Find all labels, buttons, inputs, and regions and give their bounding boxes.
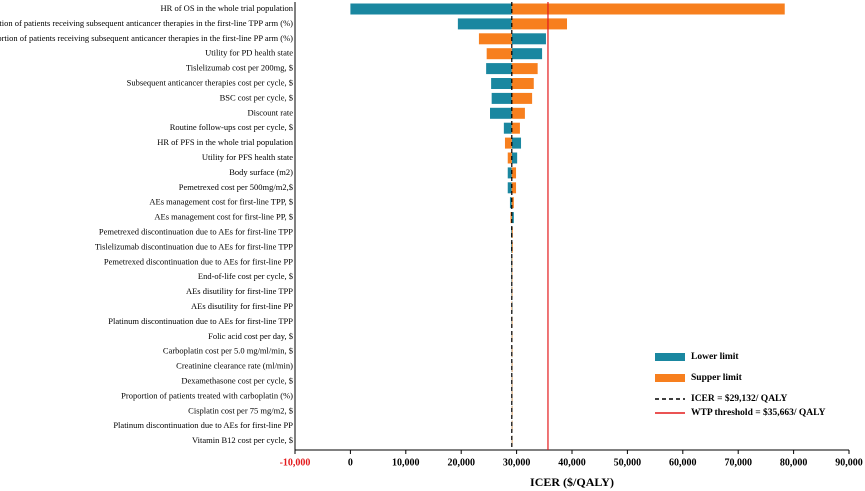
bar <box>511 107 525 119</box>
bar <box>507 167 512 179</box>
category-label: Body surface (m2) <box>229 167 293 177</box>
category-label: Carboplatin cost per 5.0 mg/ml/min, $ <box>163 346 293 356</box>
legend-label: Lower limit <box>691 352 739 362</box>
x-tick-label: 70,000 <box>724 457 752 468</box>
category-label: Dexamethasone cost per cycle, $ <box>181 375 293 385</box>
x-tick-label: 80,000 <box>780 457 808 468</box>
bar <box>511 137 522 149</box>
category-label: Creatinine clearance rate (ml/min) <box>176 361 293 371</box>
bar <box>350 3 512 15</box>
category-label: Platinum discontinuation due to AEs for … <box>113 420 293 430</box>
bar <box>491 78 512 89</box>
x-tick-label: 10,000 <box>392 457 420 468</box>
bar <box>504 137 512 149</box>
category-label: Utility for PD health state <box>205 48 293 58</box>
bar <box>511 212 514 224</box>
bar <box>507 182 512 194</box>
bar <box>511 63 538 75</box>
bar <box>511 167 517 179</box>
legend-swatch <box>655 353 685 361</box>
category-label: AEs management cost for first-line PP, $ <box>154 212 293 222</box>
bar <box>511 435 513 447</box>
bar <box>511 78 534 89</box>
bar <box>511 92 533 104</box>
category-label: End-of-life cost per cycle, $ <box>198 271 293 281</box>
category-label: BSC cost per cycle, $ <box>220 92 293 102</box>
bar <box>510 212 512 224</box>
category-label: Pemetrexed cost per 500mg/m2,$ <box>179 182 293 192</box>
bar <box>503 122 512 134</box>
bar <box>511 227 512 238</box>
category-label: HR of OS in the whole trial population <box>161 3 294 13</box>
category-label: Cisplatin cost per 75 mg/m2, $ <box>188 405 293 415</box>
bar <box>511 182 517 194</box>
bar <box>490 107 512 119</box>
bar <box>511 48 543 60</box>
bar <box>511 33 546 45</box>
bar <box>511 346 513 358</box>
legend-label: WTP threshold = $35,663/ QALY <box>691 407 826 418</box>
bar <box>507 152 512 164</box>
bar <box>478 33 512 45</box>
category-label: Vitamin B12 cost per cycle, $ <box>192 435 293 445</box>
bar <box>511 18 568 30</box>
x-tick-label: -10,000 <box>280 457 311 468</box>
category-label: Proportion of patients receiving subsequ… <box>0 18 293 28</box>
category-label: Platinum discontinuation due to AEs for … <box>108 316 293 326</box>
bar <box>486 48 512 60</box>
bar <box>491 92 512 104</box>
bar <box>511 122 520 134</box>
category-label: HR of PFS in the whole trial population <box>157 137 294 147</box>
bar <box>511 227 513 238</box>
category-label: Pemetrexed discontinuation due to AEs fo… <box>99 226 293 236</box>
bar <box>509 197 512 209</box>
category-label: Routine follow-ups cost per cycle, $ <box>170 122 293 132</box>
category-label: AEs disutility for first-line PP <box>191 301 293 311</box>
x-tick-label: 20,000 <box>447 457 475 468</box>
x-tick-label: 60,000 <box>669 457 697 468</box>
x-tick-label: 0 <box>348 457 353 468</box>
x-axis-label: ICER ($/QALY) <box>530 475 614 489</box>
category-label: AEs management cost for first-line TPP, … <box>149 197 293 207</box>
category-label: Folic acid cost per day, $ <box>208 331 293 341</box>
bar <box>511 420 513 432</box>
bar <box>486 63 512 75</box>
x-tick-label: 90,000 <box>835 457 863 468</box>
category-label: Pemetrexed discontinuation due to AEs fo… <box>104 256 293 266</box>
category-label: Subsequent anticancer therapies cost per… <box>127 77 293 87</box>
category-label: Proportion of patients treated with carb… <box>121 390 293 400</box>
legend-label: ICER = $29,132/ QALY <box>691 393 788 404</box>
category-label: AEs disutility for first-line TPP <box>186 286 293 296</box>
category-label: Proportion of patients receiving subsequ… <box>0 33 293 43</box>
bar <box>457 18 512 30</box>
bar <box>511 197 514 209</box>
x-tick-label: 50,000 <box>614 457 642 468</box>
bar <box>511 3 785 15</box>
bar <box>511 152 518 164</box>
category-label: Utility for PFS health state <box>202 152 293 162</box>
legend-swatch <box>655 374 685 382</box>
category-label: Discount rate <box>247 107 293 117</box>
category-label: Tislelizumab cost per 200mg, $ <box>186 63 293 73</box>
bar <box>511 331 513 343</box>
x-tick-label: 30,000 <box>503 457 531 468</box>
x-tick-label: 40,000 <box>558 457 586 468</box>
bar <box>511 316 513 328</box>
legend-label: Supper limit <box>691 373 743 383</box>
category-label: Tislelizumab discontinuation due to AEs … <box>95 241 293 251</box>
